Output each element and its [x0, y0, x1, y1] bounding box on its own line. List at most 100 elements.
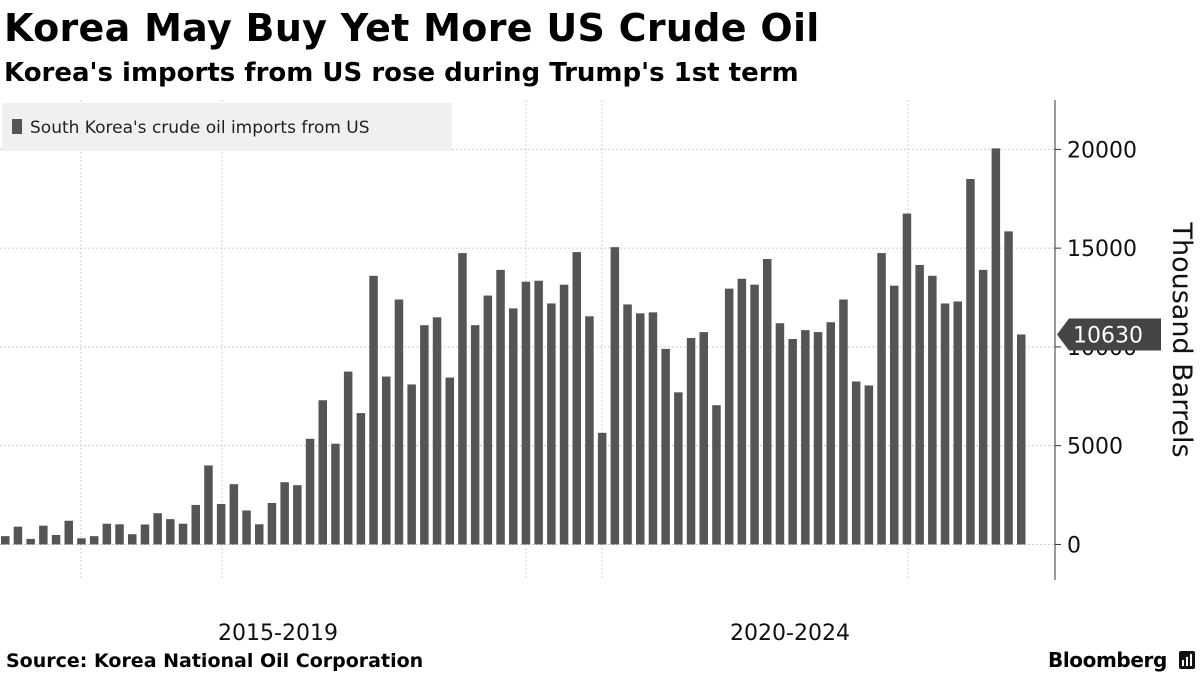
bar: [940, 303, 950, 545]
bar: [661, 348, 670, 545]
bar: [763, 259, 772, 545]
bar: [26, 538, 35, 545]
bar: [420, 325, 429, 545]
bar: [902, 213, 912, 545]
bar-series: [1, 148, 1026, 545]
last-value-label: 10630: [1073, 323, 1143, 348]
legend-background: [2, 103, 452, 151]
bar: [813, 332, 823, 545]
bar: [280, 482, 289, 545]
bar: [826, 322, 835, 545]
bar: [788, 339, 797, 545]
bar: [915, 264, 924, 545]
bar: [1017, 334, 1026, 545]
bar: [572, 252, 581, 545]
bar: [699, 332, 708, 545]
bar: [331, 443, 340, 545]
bar: [597, 432, 607, 545]
bar: [864, 385, 874, 545]
bar: [470, 325, 480, 545]
bar: [610, 247, 620, 545]
bar: [178, 523, 188, 545]
bar: [839, 299, 848, 545]
bar: [966, 179, 975, 545]
bar: [674, 392, 683, 545]
bar: [432, 317, 442, 545]
y-tick-label: 5000: [1067, 435, 1123, 460]
chart-subtitle: Korea's imports from US rose during Trum…: [4, 58, 799, 88]
bar: [547, 303, 556, 545]
bar: [801, 330, 810, 545]
bar: [890, 285, 899, 545]
period-label-2015-2019: 2015-2019: [218, 621, 338, 646]
bar: [39, 525, 48, 545]
bar: [750, 284, 759, 545]
last-value-marker: [1057, 318, 1161, 351]
bar: [128, 534, 137, 545]
bar: [318, 400, 327, 545]
bar: [382, 376, 391, 545]
bar: [559, 284, 569, 545]
bar: [153, 513, 162, 545]
bar: [140, 524, 150, 545]
bar: [636, 313, 645, 545]
bar: [623, 304, 632, 545]
bar: [369, 275, 378, 545]
bar: [724, 288, 734, 545]
y-tick-label: 0: [1067, 533, 1081, 558]
bar: [1, 536, 10, 545]
y-tick-label: 15000: [1067, 237, 1137, 262]
bar: [928, 275, 937, 545]
bar: [1004, 231, 1013, 545]
bar: [712, 405, 721, 545]
bar: [89, 536, 99, 545]
chart-title: Korea May Buy Yet More US Crude Oil: [4, 6, 820, 50]
bar: [775, 323, 785, 545]
y-axis-label: Thousand Barrels: [1166, 221, 1197, 457]
period-label-2020-2024: 2020-2024: [730, 621, 850, 646]
bar: [343, 371, 353, 545]
bar: [877, 253, 886, 545]
bar: [267, 502, 277, 545]
bar: [13, 526, 23, 545]
bar: [686, 338, 696, 545]
bar: [953, 301, 962, 545]
bar: [851, 381, 861, 545]
bar: [483, 295, 493, 545]
bar: [305, 438, 315, 545]
bar: [534, 280, 543, 545]
bar: [394, 299, 404, 545]
legend: South Korea's crude oil imports from US: [2, 103, 452, 151]
bar: [737, 278, 747, 545]
bar: [509, 308, 518, 545]
bar: [407, 384, 416, 545]
bar: [166, 519, 175, 545]
bar: [64, 520, 73, 545]
bar: [521, 281, 531, 545]
bar: [204, 465, 213, 545]
bloomberg-terminal-icon: [1179, 651, 1195, 669]
bar: [115, 524, 124, 545]
y-tick-label: 20000: [1067, 138, 1137, 163]
bar: [585, 316, 594, 545]
legend-label: South Korea's crude oil imports from US: [30, 118, 370, 138]
last-value-callout: 10630: [1057, 318, 1161, 351]
bar: [255, 524, 264, 545]
bar: [496, 269, 505, 545]
bar: [458, 253, 467, 545]
bar: [648, 312, 658, 545]
bar: [216, 503, 226, 545]
bar: [229, 484, 239, 545]
bar: [356, 413, 366, 545]
bar: [991, 148, 1001, 545]
bar: [293, 485, 302, 545]
bar: [978, 269, 988, 545]
bar: [242, 510, 251, 545]
bar: [445, 377, 454, 545]
bloomberg-logo: Bloomberg: [1048, 648, 1167, 672]
source-note: Source: Korea National Oil Corporation: [6, 650, 424, 672]
bar: [51, 534, 61, 545]
bar: [191, 504, 200, 545]
bar: [102, 523, 112, 545]
